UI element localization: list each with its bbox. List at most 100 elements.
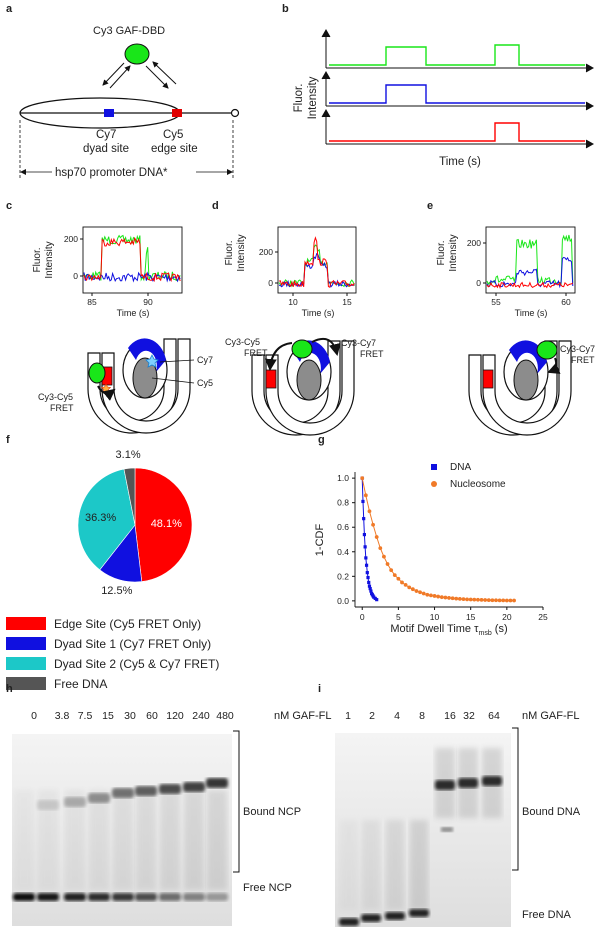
gel-h-free-band: [206, 893, 228, 901]
g-legend-dna: DNA: [450, 462, 471, 473]
c-ylabel-2: Intensity: [44, 241, 55, 278]
g-legend-nuc-marker: [431, 481, 437, 487]
panel-c: c Fluor. Intensity 200 0 85 90 Time (s) …: [6, 200, 213, 434]
g-xtick-label: 25: [538, 612, 548, 622]
g-ytick-label: 0.4: [337, 547, 349, 557]
g-point-nucleosome: [490, 598, 495, 603]
g-point-dna: [369, 589, 373, 593]
g-point-nucleosome: [483, 598, 488, 602]
g-xlabel-suffix: (s): [492, 623, 508, 635]
e-xtick-55: 55: [491, 297, 501, 307]
g-point-nucleosome: [382, 554, 386, 559]
panel-i: i 1 2 4 8 16 32 64 nM GAF-FL Bound DNA Free DN…: [318, 683, 581, 927]
gel-i-free-band: [339, 918, 359, 926]
gel-h-smear: [184, 790, 204, 890]
e-blue-trace: [486, 256, 574, 289]
gel-i-smear: [435, 748, 455, 818]
g-point-nucleosome: [396, 576, 401, 581]
g-point-nucleosome: [504, 598, 509, 603]
g-point-nucleosome: [418, 590, 422, 595]
g-point-nucleosome: [486, 598, 491, 603]
gel-i-lane-label: 32: [463, 710, 475, 722]
panel-a: a Cy3 GAF-DBD Cy7 dyad site Cy5 edge sit…: [6, 3, 240, 180]
g-point-nucleosome: [443, 595, 448, 600]
gel-i-smear: [362, 820, 380, 910]
panel-label-i: i: [318, 683, 321, 695]
g-point-nucleosome: [374, 535, 379, 539]
d-xtick-15: 15: [342, 297, 352, 307]
gel-h-bands: [13, 778, 228, 901]
g-point-nucleosome: [414, 589, 419, 593]
g-point-nucleosome: [468, 597, 473, 602]
edge-marker: [172, 109, 182, 117]
gel-h-lane-label: 240: [192, 710, 210, 722]
g-point-dna: [368, 586, 372, 591]
g-xlabel-tau: τ: [474, 623, 479, 635]
arrow-unbind-edge: [152, 61, 177, 85]
g-point-nucleosome: [457, 597, 462, 601]
g-point-nucleosome: [454, 596, 459, 601]
g-xlabel-sub: msb: [478, 630, 491, 637]
c-cy5-label: Cy5: [197, 378, 213, 388]
g-point-nucleosome: [378, 546, 383, 550]
d-left-label-2: FRET: [244, 348, 268, 358]
g-point-dna: [363, 545, 367, 549]
panel-label-d: d: [212, 200, 219, 212]
g-point-dna: [365, 571, 369, 575]
g-point-dna: [364, 556, 368, 560]
c-fret-label-1: Cy3-Cy5: [38, 392, 73, 402]
gel-i-unit: nM GAF-FL: [522, 710, 579, 722]
c-xtick-85: 85: [87, 297, 97, 307]
gel-h-bound-band: [206, 778, 228, 788]
c-ytick-200: 200: [64, 234, 78, 244]
c-fret-label-2: FRET: [50, 403, 74, 413]
gel-i-minor-band: [441, 827, 453, 832]
e-green-trace: [486, 234, 574, 286]
d-xlabel: Time (s): [302, 308, 335, 318]
gel-h-free-label: Free NCP: [243, 882, 292, 894]
gel-h-free-band: [88, 893, 110, 901]
d-right-label-2: FRET: [360, 349, 384, 359]
d-ytick-0: 0: [268, 278, 273, 288]
gel-h-lane-label: 3.8: [55, 710, 70, 722]
panel-label-f: f: [6, 434, 10, 446]
gel-i-lane-label: 8: [419, 710, 425, 722]
c-xlabel: Time (s): [117, 308, 150, 318]
g-xtick-label: 15: [466, 612, 476, 622]
g-point-nucleosome: [439, 595, 444, 600]
legend-swatch-edge: [6, 617, 46, 630]
gel-h-smear: [89, 790, 109, 890]
e-ylabel-2: Intensity: [448, 234, 459, 271]
g-point-nucleosome: [512, 598, 516, 603]
gel-h-smear: [14, 790, 34, 890]
pie-label-free: 3.1%: [116, 449, 141, 461]
gel-h-free-band: [183, 893, 205, 901]
g-xtick-label: 5: [396, 612, 401, 622]
gel-h-smear: [207, 790, 227, 890]
g-point-nucleosome: [429, 593, 433, 598]
gel-i-free-band: [361, 914, 381, 922]
dyad-site-label: dyad site: [83, 143, 129, 155]
gel-i-smear: [340, 820, 358, 910]
g-xlabel-prefix: Motif Dwell Time: [390, 623, 474, 635]
gel-i-free-band: [409, 909, 429, 917]
g-xlabel: Motif Dwell Time τmsb (s): [390, 623, 507, 637]
g-point-nucleosome: [360, 476, 365, 481]
gaf-protein: [124, 43, 150, 65]
d-ylabel-1: Fluor.: [224, 240, 235, 265]
e-ylabel-1: Fluor.: [436, 240, 447, 265]
g-point-nucleosome: [447, 596, 451, 600]
panel-label-g: g: [318, 434, 325, 446]
g-point-dna: [367, 580, 371, 585]
e-cartoon: Cy3-Cy7 FRET: [468, 340, 595, 436]
g-ytick-label: 1.0: [337, 473, 349, 483]
panel-f: f 48.1% 12.5% 36.3% 3.1% Edge Site (Cy5 …: [6, 434, 219, 691]
pie-label-edge: 48.1%: [151, 518, 182, 530]
g-point-nucleosome: [410, 587, 415, 592]
gel-h-lane-label: 30: [124, 710, 136, 722]
g-y-ticks: 0.0 0.2 0.4 0.6 0.8 1.0: [337, 473, 355, 606]
panel-label-c: c: [6, 200, 12, 212]
gel-h-smear: [136, 790, 156, 890]
d-left-label-1: Cy3-Cy5: [225, 337, 260, 347]
g-xtick-label: 20: [502, 612, 512, 622]
